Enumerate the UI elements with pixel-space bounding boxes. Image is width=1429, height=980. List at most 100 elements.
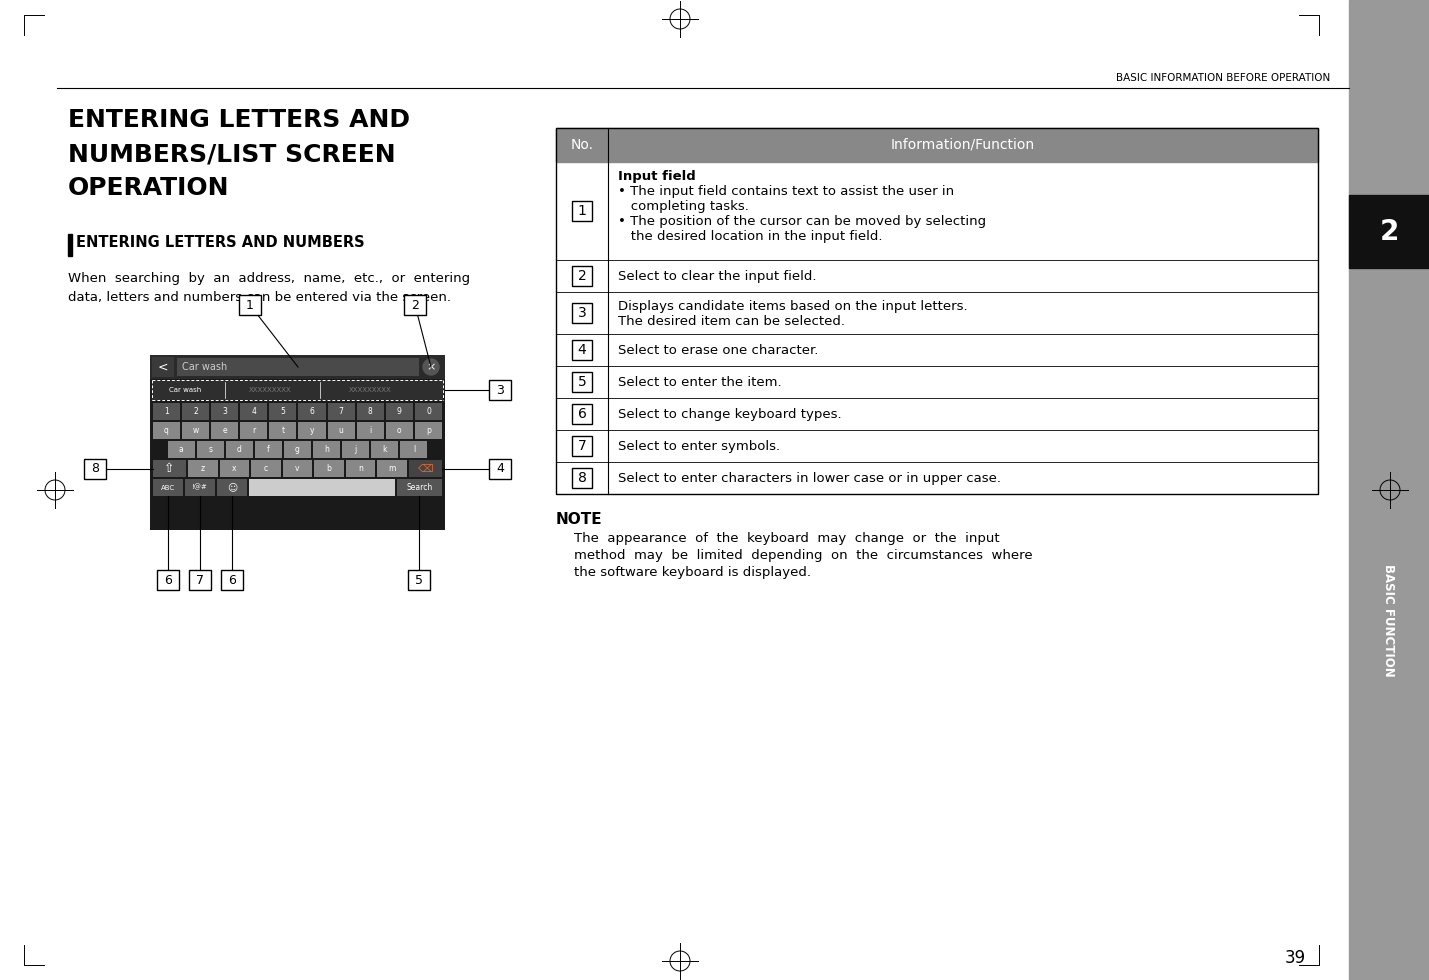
Bar xyxy=(150,355,444,530)
Text: 2: 2 xyxy=(1379,218,1399,246)
Text: 2: 2 xyxy=(577,269,586,283)
Text: x: x xyxy=(231,464,237,473)
Text: s: s xyxy=(209,445,211,454)
Bar xyxy=(409,460,442,477)
Bar xyxy=(572,201,592,221)
Bar xyxy=(153,460,186,477)
Text: 8: 8 xyxy=(91,462,99,475)
Text: e: e xyxy=(223,426,227,435)
Bar xyxy=(572,404,592,424)
Text: • The position of the cursor can be moved by selecting: • The position of the cursor can be move… xyxy=(617,215,986,228)
Text: i: i xyxy=(369,426,372,435)
Bar xyxy=(217,479,247,496)
Text: BASIC FUNCTION: BASIC FUNCTION xyxy=(1382,564,1396,676)
Text: ABC: ABC xyxy=(161,484,176,491)
Text: u: u xyxy=(339,426,343,435)
Text: 2: 2 xyxy=(193,407,199,416)
Bar xyxy=(239,295,262,315)
Text: 0: 0 xyxy=(426,407,432,416)
Bar xyxy=(556,128,1318,494)
Bar xyxy=(357,422,384,439)
Text: 1: 1 xyxy=(246,299,254,312)
Bar xyxy=(299,422,326,439)
Text: 4: 4 xyxy=(496,462,504,475)
Bar xyxy=(221,570,243,590)
Bar xyxy=(572,468,592,488)
Bar xyxy=(254,441,282,458)
Bar xyxy=(270,403,296,420)
Text: t: t xyxy=(282,426,284,435)
Text: the software keyboard is displayed.: the software keyboard is displayed. xyxy=(574,566,812,579)
Bar xyxy=(151,380,443,400)
Bar xyxy=(327,403,354,420)
Text: m: m xyxy=(389,464,396,473)
Text: 5: 5 xyxy=(416,573,423,586)
Text: Car wash: Car wash xyxy=(181,362,227,372)
Bar xyxy=(211,422,239,439)
Text: r: r xyxy=(253,426,256,435)
Text: the desired location in the input field.: the desired location in the input field. xyxy=(617,230,883,243)
Text: ENTERING LETTERS AND NUMBERS: ENTERING LETTERS AND NUMBERS xyxy=(76,235,364,250)
Bar xyxy=(1349,0,1429,980)
Text: o: o xyxy=(397,426,402,435)
Bar xyxy=(284,441,312,458)
Text: 4: 4 xyxy=(252,407,256,416)
Text: 4: 4 xyxy=(577,343,586,357)
Bar xyxy=(69,234,71,256)
Text: y: y xyxy=(310,426,314,435)
Text: Select to enter characters in lower case or in upper case.: Select to enter characters in lower case… xyxy=(617,471,1000,484)
Text: The desired item can be selected.: The desired item can be selected. xyxy=(617,315,845,328)
Bar xyxy=(153,422,180,439)
Bar xyxy=(181,403,209,420)
Text: ⌫: ⌫ xyxy=(417,464,433,473)
Text: 6: 6 xyxy=(577,407,586,421)
Text: k: k xyxy=(383,445,387,454)
Bar xyxy=(153,479,183,496)
Text: NOTE: NOTE xyxy=(556,512,603,527)
Text: Select to clear the input field.: Select to clear the input field. xyxy=(617,270,816,282)
Text: ☺: ☺ xyxy=(227,482,237,493)
Text: 6: 6 xyxy=(310,407,314,416)
Bar xyxy=(283,460,313,477)
Bar xyxy=(377,460,407,477)
Text: XXXXXXXXX: XXXXXXXXX xyxy=(349,387,392,393)
Text: BASIC INFORMATION BEFORE OPERATION: BASIC INFORMATION BEFORE OPERATION xyxy=(1116,73,1330,83)
Bar xyxy=(167,441,194,458)
Text: <: < xyxy=(157,361,169,373)
Text: Input field: Input field xyxy=(617,170,696,183)
Bar xyxy=(177,358,419,376)
Text: • The input field contains text to assist the user in: • The input field contains text to assis… xyxy=(617,185,955,198)
Text: 9: 9 xyxy=(397,407,402,416)
Text: OPERATION: OPERATION xyxy=(69,176,230,200)
Bar xyxy=(249,479,394,496)
Text: Select to enter symbols.: Select to enter symbols. xyxy=(617,439,780,453)
Bar xyxy=(414,403,442,420)
Text: Select to erase one character.: Select to erase one character. xyxy=(617,344,819,357)
Text: XXXXXXXXX: XXXXXXXXX xyxy=(249,387,292,393)
Bar xyxy=(572,266,592,286)
Text: j: j xyxy=(354,445,357,454)
Text: 7: 7 xyxy=(339,407,343,416)
Text: When  searching  by  an  address,  name,  etc.,  or  entering: When searching by an address, name, etc.… xyxy=(69,272,470,285)
Bar xyxy=(151,357,174,377)
Bar xyxy=(556,128,1318,162)
Bar xyxy=(572,372,592,392)
Bar xyxy=(372,441,399,458)
Text: w: w xyxy=(193,426,199,435)
Bar xyxy=(397,479,442,496)
Bar xyxy=(240,422,267,439)
Text: v: v xyxy=(296,464,300,473)
Bar xyxy=(572,303,592,323)
Circle shape xyxy=(423,359,439,375)
Text: 7: 7 xyxy=(577,439,586,453)
Bar xyxy=(404,295,426,315)
Bar xyxy=(314,460,344,477)
Text: n: n xyxy=(359,464,363,473)
Text: !@#: !@# xyxy=(191,484,207,491)
Text: No.: No. xyxy=(570,138,593,152)
Bar xyxy=(226,441,253,458)
Bar xyxy=(1349,195,1429,268)
Text: Information/Function: Information/Function xyxy=(890,138,1035,152)
Bar xyxy=(342,441,369,458)
Text: 1: 1 xyxy=(577,204,586,218)
